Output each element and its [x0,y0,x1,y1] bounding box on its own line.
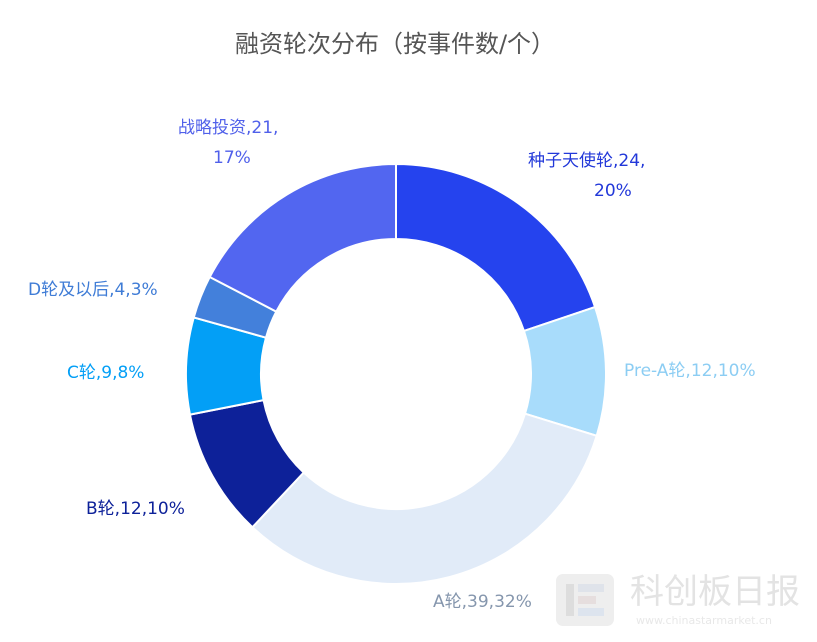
slice-label-4: C轮,9,8% [67,363,144,383]
slice-0 [395,162,597,333]
slice-6 [208,162,397,313]
slice-label-3: B轮,12,10% [86,499,185,519]
slice-label-2: A轮,39,32% [433,592,532,612]
slice-label-1: Pre-A轮,12,10% [624,361,756,381]
slice-label-6-line2: 17% [213,148,251,168]
chart-title: 融资轮次分布（按事件数/个） [235,30,555,58]
watermark-logo-icon [556,574,614,626]
donut-slices [185,162,607,585]
slice-2 [250,412,598,585]
slice-label-0: 种子天使轮,24, [528,150,645,171]
slice-label-5: D轮及以后,4,3% [28,280,158,300]
slice-labels: 种子天使轮,24, 20% Pre-A轮,12,10% A轮,39,32% B轮,12,… [28,118,756,612]
slice-label-6: 战略投资,21, [178,118,278,138]
watermark-name: 科创板日报 [630,572,800,612]
watermark: 科创板日报 www.chinastarmarket.cn [556,572,800,627]
slice-label-0-line2: 20% [594,181,632,201]
watermark-url: www.chinastarmarket.cn [636,614,772,627]
